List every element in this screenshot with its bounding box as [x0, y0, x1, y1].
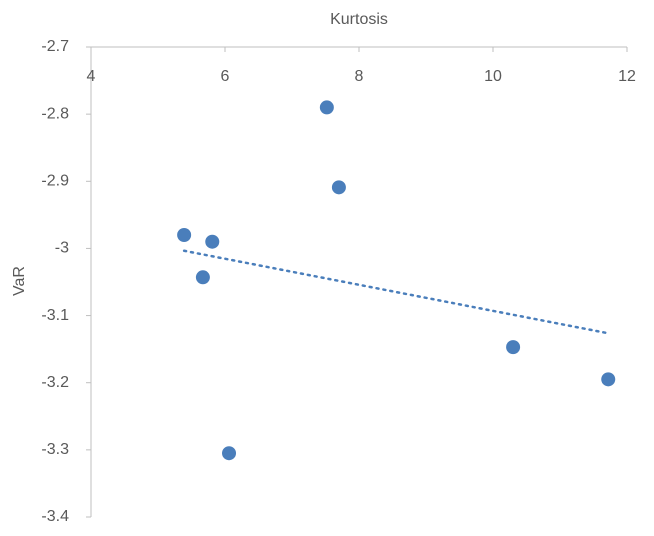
trendline	[182, 249, 610, 335]
y-tick-label: -2.8	[41, 105, 69, 122]
x-tick-label: 10	[484, 68, 502, 85]
y-axis-label: VaR	[11, 266, 28, 296]
point	[222, 446, 237, 461]
y-tick-label: -2.9	[41, 173, 69, 190]
point	[177, 228, 192, 242]
y-tick-label: -3.1	[41, 307, 69, 324]
x-axis-label: Kurtosis	[330, 11, 388, 28]
x-tick-label: 6	[221, 68, 230, 85]
point	[195, 270, 210, 285]
x-tick-label: 8	[355, 68, 364, 85]
y-tick-label: -2.7	[41, 38, 69, 55]
x-tick-label: 12	[618, 68, 636, 85]
y-tick-label: -3.2	[41, 374, 69, 391]
point	[331, 180, 346, 195]
point	[506, 340, 521, 355]
y-tick-label: -3.4	[41, 508, 69, 525]
point	[601, 372, 616, 387]
y-tick-label: -3	[55, 240, 69, 257]
point	[205, 234, 220, 249]
x-tick-label: 4	[87, 68, 96, 85]
point	[319, 100, 334, 115]
y-tick-label: -3.3	[41, 441, 69, 458]
